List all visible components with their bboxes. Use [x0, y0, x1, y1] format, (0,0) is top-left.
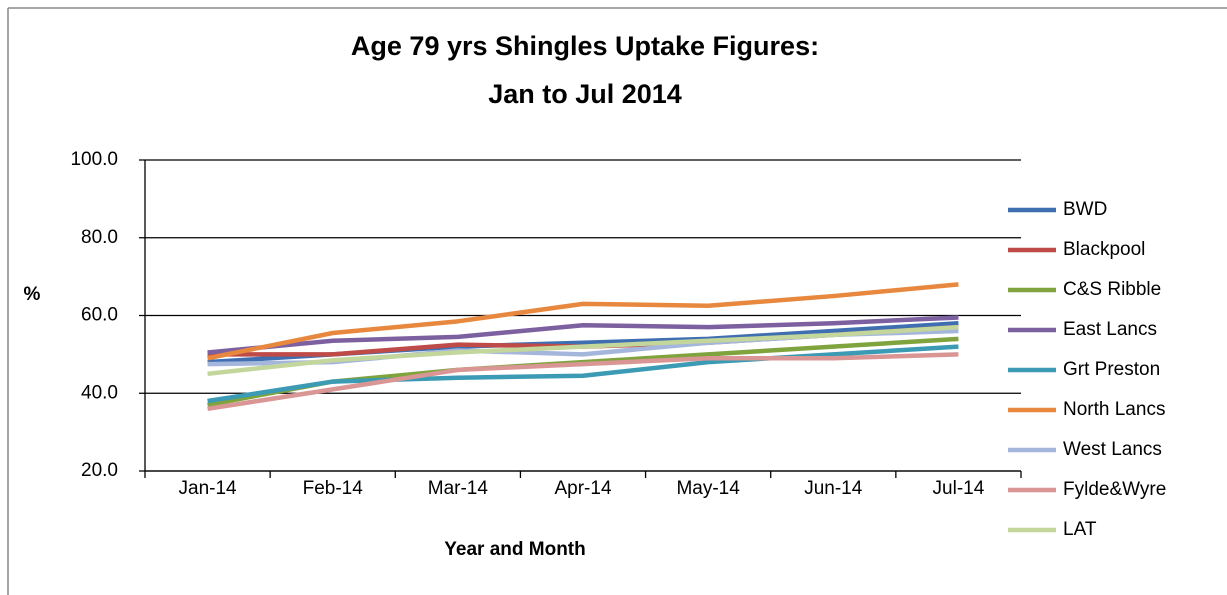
legend-label: West Lancs [1063, 439, 1162, 460]
chart-title: Age 79 yrs Shingles Uptake Figures: [351, 31, 819, 61]
x-tick-label: Jan-14 [179, 478, 238, 499]
chart-title: Jan to Jul 2014 [488, 79, 682, 109]
y-tick-label: 40.0 [81, 382, 118, 403]
series-line [207, 315, 959, 355]
x-tick-label: May-14 [676, 478, 740, 499]
y-axis-title: % [24, 284, 41, 305]
legend-label: Fylde&Wyre [1063, 479, 1166, 500]
x-tick-label: Mar-14 [428, 478, 489, 499]
x-tick-label: Jul-14 [933, 478, 985, 499]
series-line [207, 352, 959, 412]
x-axis-title: Year and Month [444, 539, 585, 560]
legend-label: North Lancs [1063, 399, 1165, 420]
y-tick-label: 60.0 [81, 305, 118, 326]
x-tick-label: Feb-14 [303, 478, 364, 499]
y-tick-label: 20.0 [81, 460, 118, 481]
legend-label: BWD [1063, 199, 1107, 220]
x-tick-label: Jun-14 [804, 478, 863, 499]
series-line [207, 344, 959, 404]
series-line [207, 324, 959, 377]
y-tick-label: 100.0 [70, 149, 118, 170]
legend-label: C&S Ribble [1063, 279, 1161, 300]
series-line [207, 282, 959, 361]
y-tick-label: 80.0 [81, 227, 118, 248]
x-tick-label: Apr-14 [554, 478, 611, 499]
legend-label: Grt Preston [1063, 359, 1160, 380]
legend-label: Blackpool [1063, 239, 1145, 260]
legend-label: LAT [1063, 519, 1097, 540]
legend-label: East Lancs [1063, 319, 1157, 340]
